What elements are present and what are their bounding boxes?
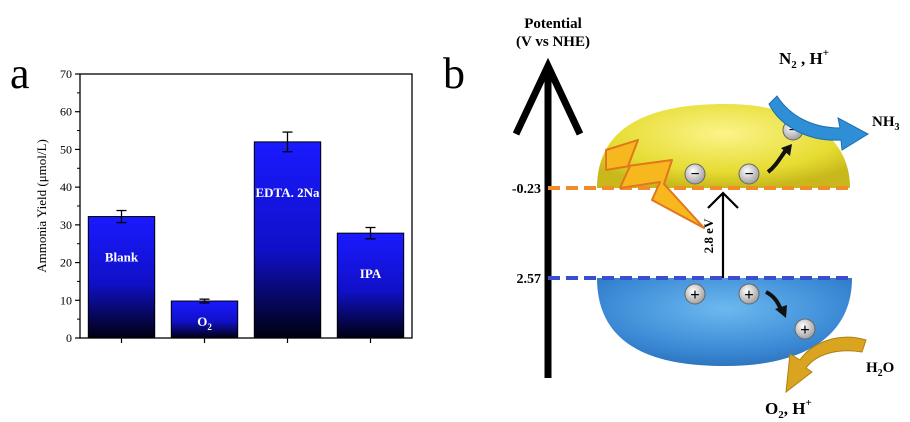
lightning-icon (605, 139, 705, 229)
svg-text:−: − (788, 122, 797, 139)
category-label-1: O2 (197, 314, 212, 332)
hole-1: + (684, 283, 706, 305)
bar-3 (336, 232, 405, 339)
category-label-2: EDTA. 2Na (255, 185, 320, 200)
category-label-3: IPA (360, 266, 382, 281)
product-o2-h: O2, H+ (765, 397, 812, 421)
panel-b-label: b (443, 49, 465, 98)
hole-transfer-arrowhead (775, 305, 787, 318)
y-tick-label: 20 (60, 256, 72, 270)
potential-axis-unit: (V vs NHE) (516, 34, 590, 50)
electron-1: − (684, 163, 706, 185)
bar-0 (87, 216, 156, 339)
electron-transfer-arrowhead (781, 144, 792, 156)
bars-group: Blank O2 EDTA. 2Na IPA (87, 131, 405, 343)
hole-3: + (794, 318, 816, 340)
y-tick-label: 10 (60, 293, 72, 307)
svg-text:+: + (744, 285, 754, 304)
y-tick-label: 30 (60, 218, 72, 232)
band-gap-arrow (707, 191, 739, 278)
y-tick-label: 0 (66, 331, 72, 345)
electron-transfer-arrow (766, 148, 788, 174)
vb-potential-value: 2.57 (517, 272, 542, 287)
y-tick-label: 60 (60, 105, 72, 119)
potential-axis-title: Potential (524, 16, 582, 32)
panel-a-label: a (10, 49, 30, 98)
y-tick-label: 70 (60, 67, 72, 81)
svg-text:+: + (800, 320, 810, 339)
cb-potential-value: -0.23 (512, 182, 541, 197)
svg-text:−: − (744, 166, 753, 183)
y-tick-label: 40 (60, 180, 72, 194)
reduction-arrow (768, 95, 870, 151)
product-nh3: NH3 (872, 114, 900, 133)
valence-band-shape (597, 278, 852, 366)
oxidation-arrow (785, 336, 867, 394)
electron-2: − (738, 163, 760, 185)
y-axis: 0 10 20 30 40 50 60 70 (60, 67, 80, 345)
potential-arrow (512, 57, 584, 378)
category-label-0: Blank (105, 250, 139, 265)
y-axis-label: Ammonia Yield (μmol/L) (34, 139, 49, 273)
svg-text:+: + (690, 285, 700, 304)
svg-text:−: − (690, 166, 699, 183)
reactant-h2o: H2O (866, 360, 894, 379)
bar-2 (253, 141, 322, 339)
band-gap-label: 2.8 eV (701, 218, 716, 253)
hole-2: + (738, 283, 760, 305)
y-tick-label: 50 (60, 142, 72, 156)
bar-chart: Ammonia Yield (μmol/L) 0 10 20 30 40 50 60 70 B… (34, 67, 413, 345)
reactant-n2-h: N2 , H+ (779, 47, 829, 71)
